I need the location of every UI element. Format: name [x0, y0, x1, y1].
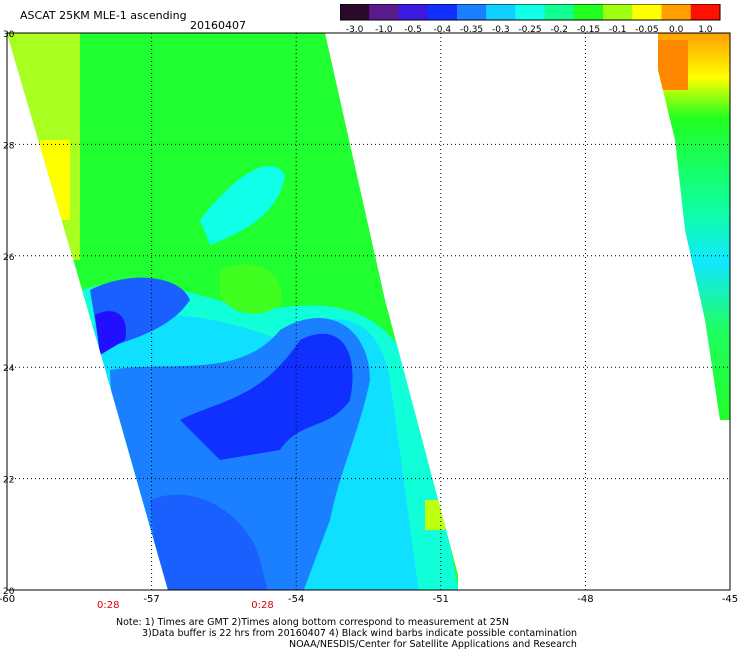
lat-tick-label: 20	[3, 587, 15, 597]
lon-tick-label: -57	[143, 594, 159, 605]
lat-tick-label: 22	[3, 476, 14, 486]
colorbar-frame	[340, 4, 721, 21]
lat-tick-label: 24	[3, 364, 15, 374]
colorbar-swatch	[369, 4, 399, 20]
swath-main	[7, 33, 458, 590]
colorbar-tick-label: -0.4	[434, 25, 452, 35]
lon-tick-label: -48	[577, 594, 593, 605]
colorbar-tick-label: -0.05	[635, 25, 658, 35]
colorbar-tick-label: -3.0	[346, 25, 364, 35]
colorbar-swatch	[456, 4, 487, 20]
colorbar-tick-label: 1.0	[698, 25, 713, 35]
colorbar-swatch	[573, 4, 604, 20]
colorbar-tick-label: -0.5	[404, 25, 422, 35]
colorbar-tick-label: -1.0	[375, 25, 393, 35]
note-line-2: 3)Data buffer is 22 hrs from 20160407 4)…	[142, 628, 578, 639]
colorbar-tick-label: -0.3	[492, 25, 510, 35]
lat-tick-label: 28	[3, 141, 15, 151]
colorbar-legend: -3.0 -1.0 -0.5 -0.4 -0.35 -0.3 -0.25 -0.2 -0.15-…	[340, 4, 721, 35]
time-label: 0:28	[97, 600, 119, 610]
lon-tick-label: -45	[722, 594, 738, 605]
colorbar-tick-label: 0.0	[669, 25, 684, 35]
colorbar-tick-label: -0.15	[577, 25, 600, 35]
map-title: ASCAT 25KM MLE-1 ascending	[20, 9, 187, 22]
time-label: 0:28	[251, 600, 273, 610]
lon-tick-label: -51	[433, 594, 449, 605]
lat-tick-label: 26	[3, 253, 15, 263]
colorbar-tick-label: -0.1	[609, 25, 627, 35]
map-frame	[6, 32, 731, 591]
swath-east	[658, 33, 730, 420]
colorbar-swatch	[661, 4, 692, 20]
colorbar-swatch	[544, 4, 575, 20]
colorbar-swatch	[632, 4, 663, 20]
latitude-labels: 30 28 26 24 22 20	[3, 30, 15, 597]
longitude-labels: -60 -57 -54 -51 -48 -45	[0, 594, 738, 605]
lat-tick-label: 30	[3, 30, 15, 40]
graticule	[7, 33, 730, 590]
colorbar-tick-label: -0.2	[550, 25, 568, 35]
colorbar-swatch	[603, 4, 633, 20]
lon-tick-label: -54	[288, 594, 304, 605]
colorbar-tick-label: -0.35	[460, 25, 483, 35]
map-date: 20160407	[190, 19, 246, 32]
colorbar-swatch	[515, 4, 546, 20]
note-line-3: NOAA/NESDIS/Center for Satellite Applica…	[289, 639, 577, 650]
colorbar-swatch	[690, 4, 721, 20]
wind-map: -60 -57 -54 -51 -48 -45 30 28 26 24 22 20 0:28 0:28	[0, 30, 738, 610]
colorbar-swatch	[427, 4, 458, 20]
colorbar-swatch	[486, 4, 516, 20]
lon-tick-label: -60	[0, 594, 15, 605]
time-labels: 0:28 0:28	[97, 600, 274, 610]
colorbar-tick-label: -0.25	[518, 25, 541, 35]
colorbar-swatch	[340, 4, 370, 20]
colorbar-swatch	[398, 4, 429, 20]
note-line-1: Note: 1) Times are GMT 2)Times along bot…	[116, 617, 509, 628]
